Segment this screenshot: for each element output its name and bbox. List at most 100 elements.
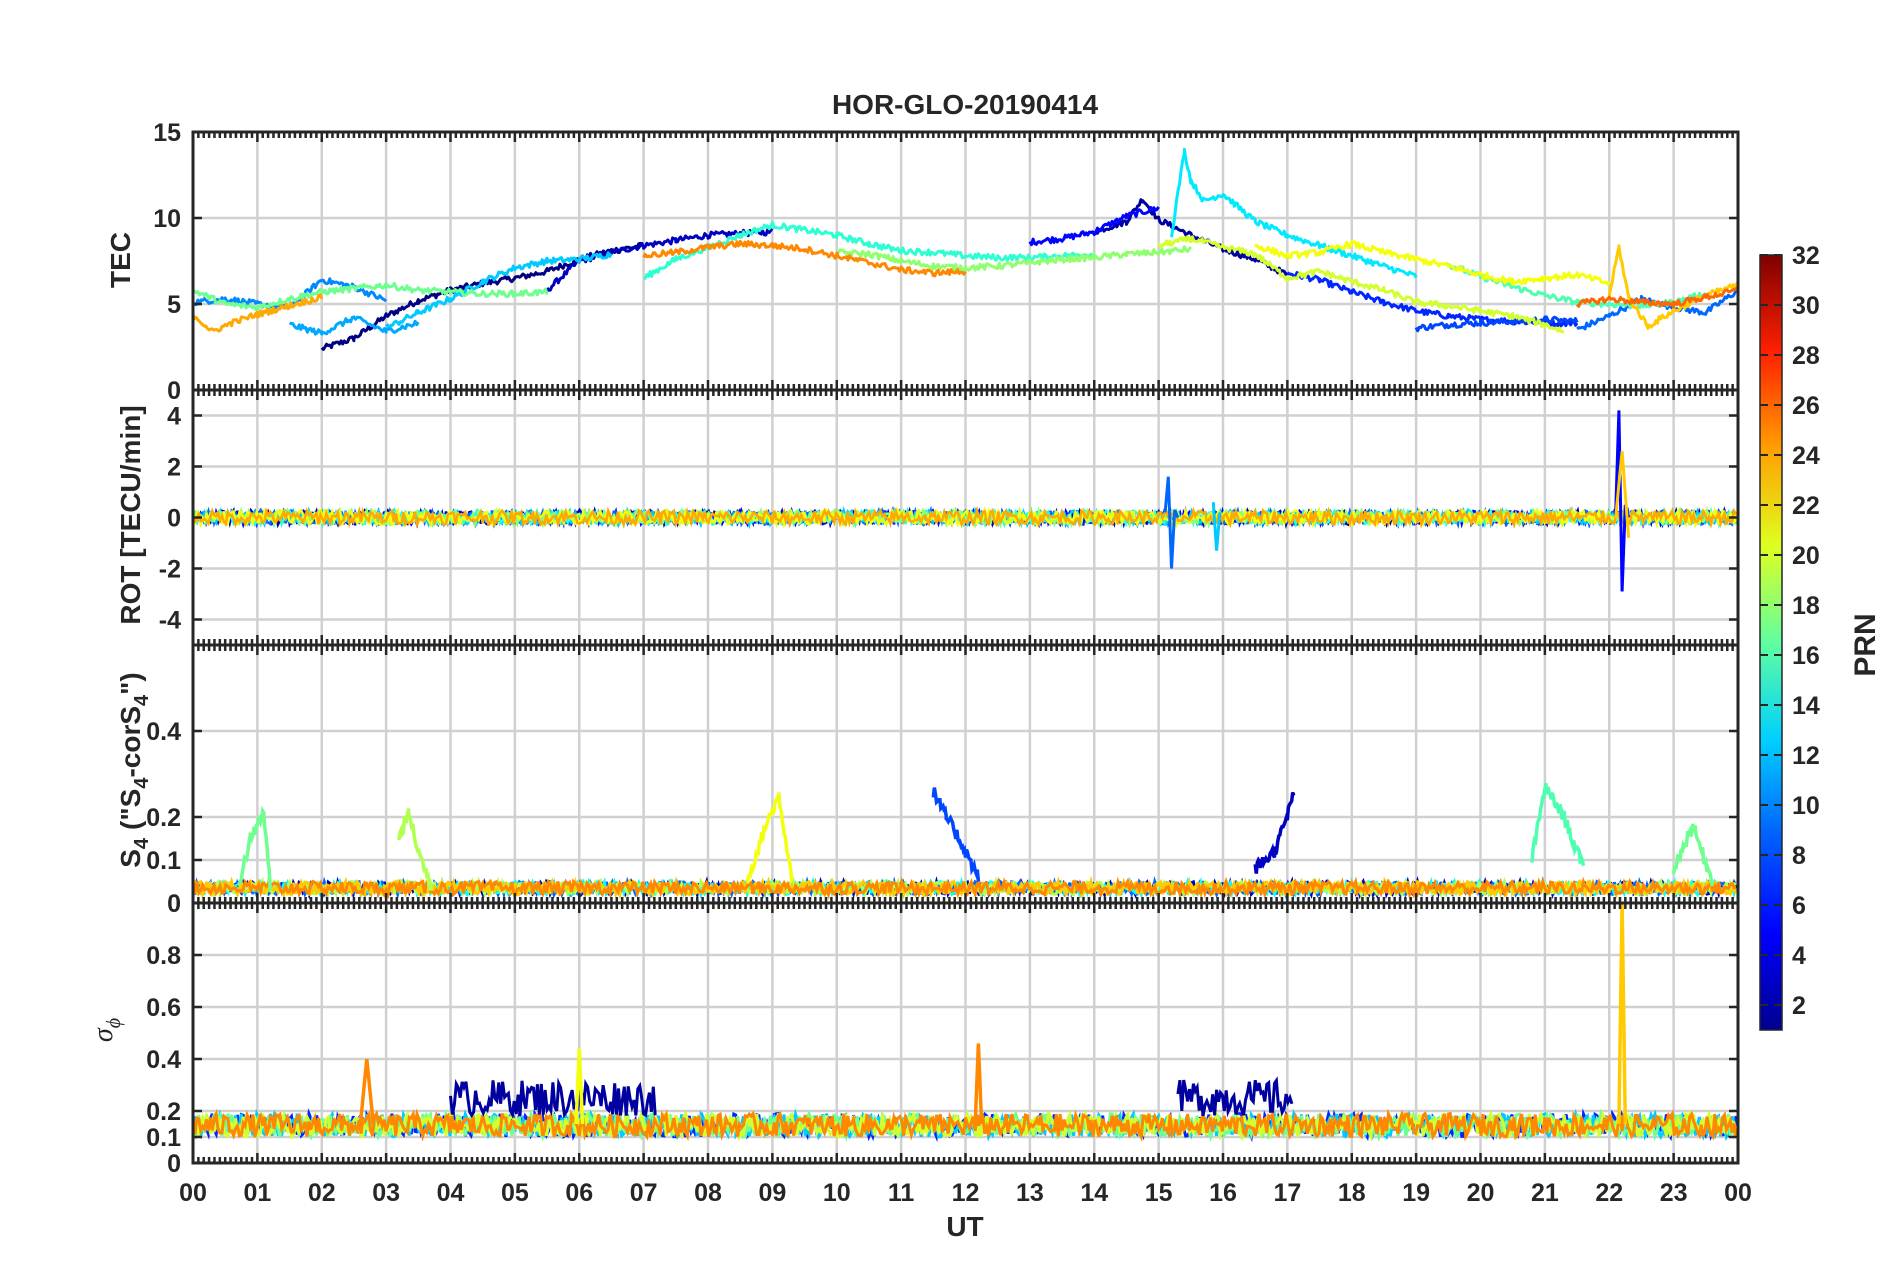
x-tick-labels: 00 01 02 03 04 05 06 07 08 09 10 11 12 13 14 15 16 17 18 19… [179,1179,1752,1207]
colorbar-tick-label: 8 [1792,842,1806,870]
colorbar-tick-label: 4 [1792,942,1806,970]
tec-line-prn-16 [191,281,549,312]
tec-line-prn-10 [288,315,420,336]
x-tick-label: 17 [1273,1179,1301,1207]
sigma-ytick-label: 0 [167,1150,181,1178]
sigma-elevated-band [1176,1076,1294,1118]
sigma-ytick-label: 0.4 [146,1046,181,1074]
x-tick-label: 12 [952,1179,980,1207]
s4-grid [193,645,1738,905]
tec-ylabel: TEC [105,232,136,288]
sigma-panel: 00.10.2 0.4 0.6 0.8 [146,901,1740,1178]
sigma-spike-prn-24 [358,1058,376,1125]
sigma-elevated-band [449,1077,657,1120]
rot-series [191,410,1738,592]
tec-line-prn-12 [1170,147,1418,279]
colorbar-tick-label: 10 [1792,792,1820,820]
x-tick-label: 11 [888,1179,915,1207]
colorbar-tick-label: 18 [1792,592,1820,620]
x-tick-label: 04 [437,1179,465,1207]
sigma-ytick-label: 0.8 [146,942,181,970]
s4-burst-prn-3 [1253,791,1296,874]
colorbar-tick-label: 24 [1792,442,1820,470]
x-tick-label: 23 [1660,1179,1688,1207]
sigma-series [191,902,1738,1143]
colorbar-tick-label: 16 [1792,642,1820,670]
rot-ytick-label: -4 [159,607,181,635]
x-tick-label: 22 [1595,1179,1623,1207]
s4-ticks: 0 0.1 0.2 0.4 [146,645,1740,918]
s4-line-prn-24 [191,876,1737,900]
tec-line-prn-20 [1254,240,1611,287]
sigma-line-prn-24 [191,1108,1738,1143]
s4-burst-prn-15 [1530,782,1586,867]
rot-spike-prn-8 [1163,476,1180,569]
colorbar-tick-label: 22 [1792,492,1820,520]
x-tick-label: 10 [823,1179,851,1207]
colorbar-tick-label: 28 [1792,342,1820,370]
s4-burst-prn-18 [397,808,433,893]
tec-line-prn-24 [642,239,967,278]
x-tick-label: 14 [1080,1179,1108,1207]
colorbar-tick-label: 2 [1792,992,1806,1020]
panels: 051015-4-202400.10.20.400.10.20.40.60.80… [146,119,1752,1207]
x-tick-label: 13 [1016,1179,1044,1207]
tec-line-prn-2 [1094,198,1289,276]
sigma-spike-prn-20 [574,1048,585,1125]
x-tick-label: 08 [694,1179,722,1207]
x-tick-label: 02 [308,1179,336,1207]
x-tick-label: 21 [1531,1179,1559,1207]
sigma-ticks: 00.10.2 0.4 0.6 0.8 [146,903,1740,1178]
colorbar-tick-label: 14 [1792,692,1820,720]
colorbar-label: PRN [1849,613,1882,676]
colorbar-tick-label: 26 [1792,392,1820,420]
rot-spike-prn-11 [1211,502,1222,551]
tec-ytick-label: 10 [153,205,181,233]
s4-panel: 0 0.1 0.2 0.4 [146,643,1740,918]
sigma-spike-prn-24 [973,1043,984,1125]
tec-line-prn-19 [1157,235,1565,334]
rot-ytick-label: 4 [167,403,181,431]
tec-line-prn-11 [385,251,613,331]
x-tick-label: 01 [243,1179,271,1207]
tec-line-prn-23 [191,293,324,333]
tec-ytick-label: 0 [167,377,181,405]
tec-line-prn-14 [643,220,1096,280]
tec-ytick-label: 5 [167,291,181,319]
sigma-ylabel: σϕ [88,1018,125,1042]
tec-line-prn-25 [1576,287,1740,309]
sigma-ytick-label: 0.1 [146,1124,181,1152]
s4-burst-prn-16 [236,805,273,891]
x-tick-label: 00 [1724,1179,1752,1207]
sigma-ytick-label: 0.6 [146,994,181,1022]
x-tick-label: 15 [1145,1179,1173,1207]
sigma-ytick-label: 0.2 [146,1098,181,1126]
x-tick-label: 09 [758,1179,786,1207]
rot-ytick-label: 0 [167,505,181,533]
s4-burst-prn-20 [745,792,794,884]
s4-ytick-label: 0.2 [146,804,181,832]
x-tick-label: 16 [1209,1179,1237,1207]
s4-burst-prn-7 [931,787,981,882]
x-tick-label: 06 [565,1179,593,1207]
s4-ylabel: S4("S4-corS4") [115,672,153,868]
colorbar-tick-label: 30 [1792,292,1820,320]
tec-line-prn-17 [835,245,1192,273]
tec-line-prn-7 [1414,315,1579,333]
x-tick-label: 03 [372,1179,400,1207]
x-tick-label: 05 [501,1179,529,1207]
colorbar [1759,254,1783,1031]
tec-ytick-label: 15 [153,119,181,147]
tec-line-prn-5 [1028,205,1160,247]
colorbar-tick-label: 12 [1792,742,1820,770]
s4-ytick-label: 0 [167,890,181,918]
s4-burst-prn-16 [1671,823,1715,887]
rot-panel: -4 -2 0 2 4 [159,388,1740,647]
rot-line-prn-20 [192,505,1738,530]
x-tick-label: 00 [179,1179,207,1207]
rot-ylabel: ROT [TECU/min] [115,405,146,624]
x-tick-label: 19 [1402,1179,1430,1207]
s4-series [191,782,1738,901]
